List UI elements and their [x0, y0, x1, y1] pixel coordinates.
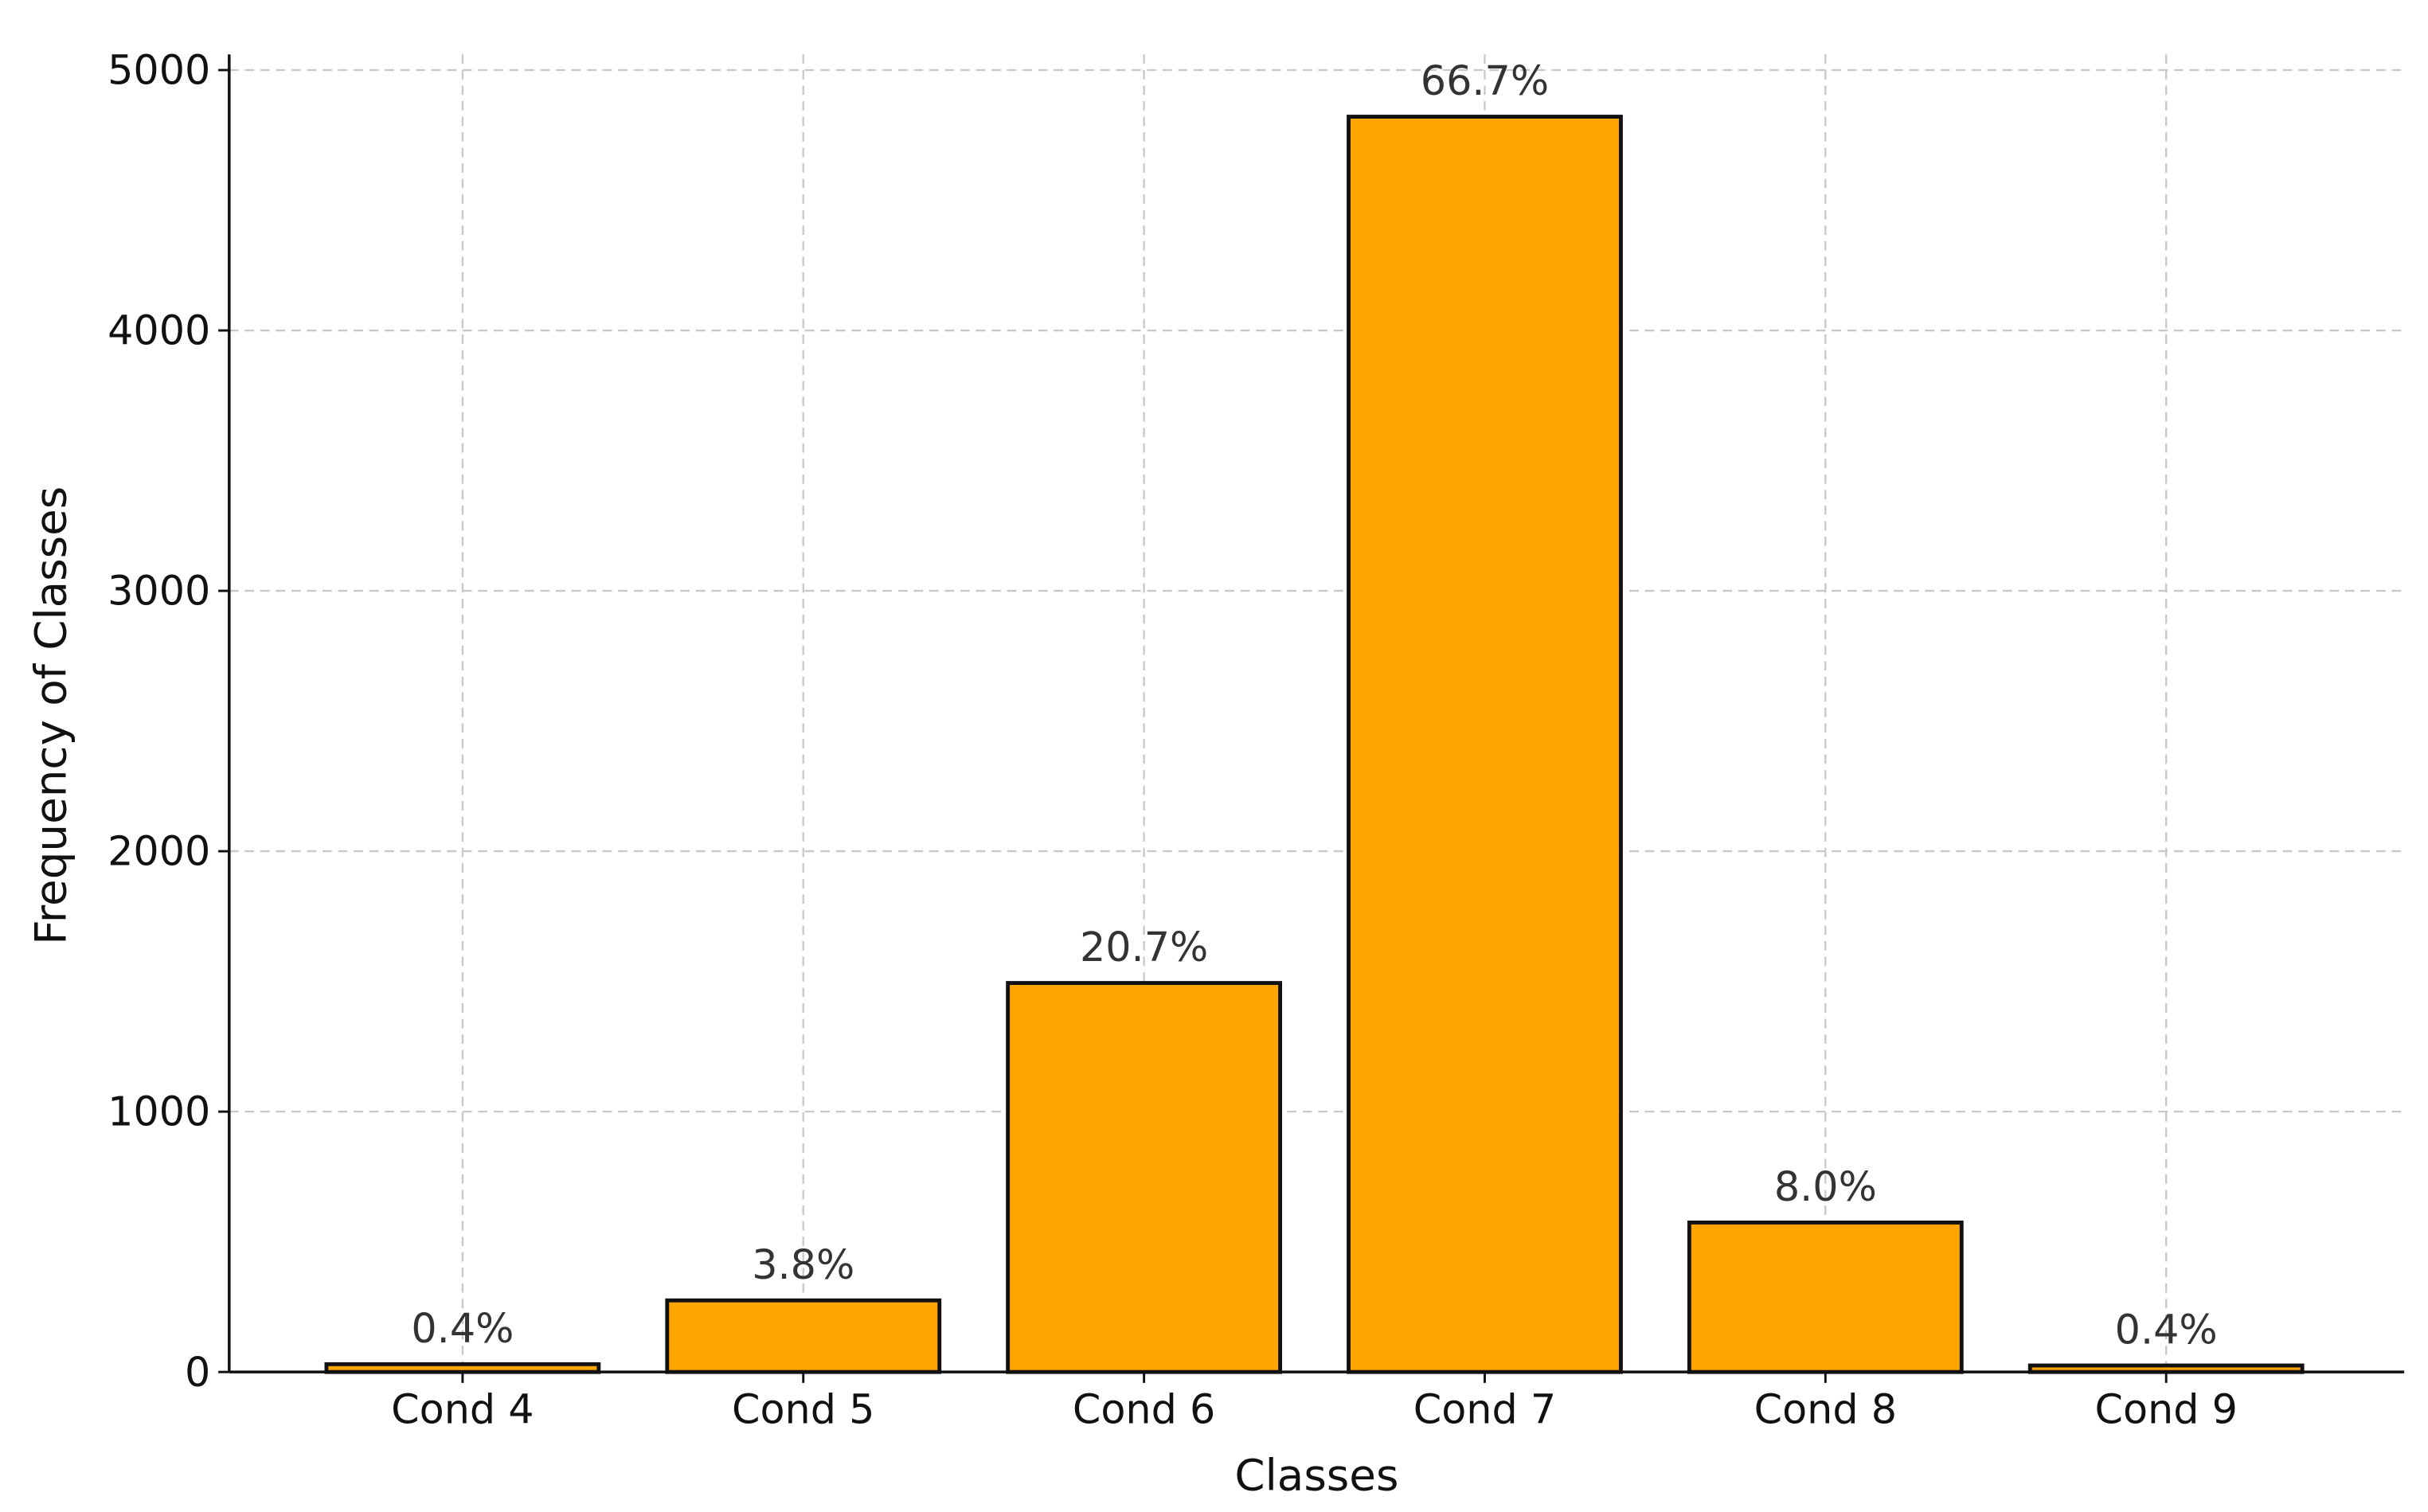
bar: [1006, 981, 1283, 1374]
x-axis-label: Classes: [1234, 1450, 1398, 1501]
bar-annotation: 66.7%: [1421, 57, 1549, 104]
bar-annotation: 20.7%: [1080, 924, 1208, 971]
y-tick-label: 2000: [108, 828, 210, 875]
bar-annotation: 3.8%: [752, 1241, 854, 1288]
bar-annotation: 0.4%: [2115, 1307, 2218, 1354]
bar-annotation: 0.4%: [411, 1305, 514, 1352]
x-tick-label: Cond 4: [391, 1386, 534, 1433]
y-tick-label: 5000: [108, 47, 210, 94]
x-tick-label: Cond 6: [1073, 1386, 1215, 1433]
y-tick-label: 1000: [108, 1088, 210, 1135]
bar-annotation: 8.0%: [1774, 1163, 1877, 1210]
y-tick-label: 0: [185, 1349, 210, 1396]
y-tick-label: 3000: [108, 568, 210, 615]
x-tick-label: Cond 9: [2094, 1386, 2237, 1433]
x-tick-label: Cond 8: [1754, 1386, 1897, 1433]
bar: [1687, 1221, 1964, 1374]
bar: [665, 1298, 942, 1374]
y-axis-label: Frequency of Classes: [25, 486, 76, 945]
x-tick-label: Cond 7: [1413, 1386, 1556, 1433]
y-tick-label: 4000: [108, 307, 210, 354]
bar: [1347, 115, 1623, 1374]
x-tick-label: Cond 5: [732, 1386, 874, 1433]
